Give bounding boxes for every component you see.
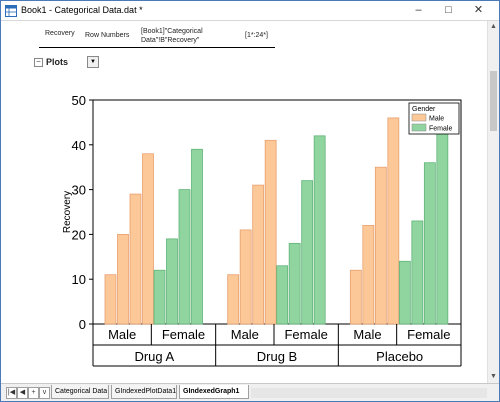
recovery-bar-chart: 0 10 20 30 40 50 Recovery Male Female Drug A Male F… xyxy=(62,93,462,367)
bar-female xyxy=(411,220,424,325)
subgroup-label: Female xyxy=(284,327,327,342)
tab-gindexed-plot-data1[interactable]: GIndexedPlotData1 xyxy=(111,385,177,399)
bar-male xyxy=(362,225,375,325)
bar-female xyxy=(178,189,191,325)
bar-male xyxy=(387,117,400,325)
bar-female xyxy=(398,260,411,325)
plots-section-label: Plots xyxy=(46,57,69,67)
scroll-up-arrow[interactable]: ▲ xyxy=(490,23,497,30)
legend-entry-male: Male xyxy=(429,116,444,123)
legend-entry-female: Female xyxy=(429,126,452,133)
bar-male xyxy=(117,233,129,325)
bar-male xyxy=(142,153,154,325)
bar-female xyxy=(166,238,178,325)
header-source-line2: Data"!B"Recovery" xyxy=(141,37,200,44)
add-sheet-button[interactable]: + xyxy=(28,387,39,399)
vertical-scrollbar[interactable]: ▲ ▼ xyxy=(487,21,499,383)
y-tick-label: 10 xyxy=(72,272,86,287)
sheet-menu-button[interactable]: v xyxy=(39,387,50,399)
minimize-button[interactable]: – xyxy=(415,4,422,16)
scroll-down-arrow[interactable]: ▼ xyxy=(490,373,497,380)
report-header-table: Recovery Row Numbers [Book1]"Categorical… xyxy=(39,21,275,48)
plots-collapse-toggle[interactable]: − xyxy=(34,58,43,67)
prev-sheet-button[interactable]: ◀ xyxy=(17,387,28,399)
maximize-button[interactable]: □ xyxy=(445,4,452,16)
sheet-tab-bar: |◀ ◀ + v Categorical Data GIndexedPlotDa… xyxy=(1,383,499,401)
bar-male xyxy=(104,274,117,325)
y-tick-label: 40 xyxy=(72,138,86,153)
bar-female xyxy=(423,162,436,325)
subgroup-label: Female xyxy=(407,327,450,342)
workbook-icon xyxy=(5,5,17,17)
tab-gindexed-graph1[interactable]: GIndexedGraph1 xyxy=(179,385,249,399)
bar-male xyxy=(227,274,240,325)
bar-female xyxy=(436,122,449,325)
plots-dropdown-button[interactable]: ▼ xyxy=(87,56,99,68)
bar-female xyxy=(191,148,203,325)
bar-male xyxy=(252,184,265,325)
header-range: [1*:24*] xyxy=(245,32,268,39)
report-content: Recovery Row Numbers [Book1]"Categorical… xyxy=(1,21,487,383)
bar-male xyxy=(349,269,362,325)
y-tick-label: 0 xyxy=(79,317,86,332)
group-label: Placebo xyxy=(376,349,423,364)
legend-swatch-male xyxy=(411,113,427,122)
group-label: Drug A xyxy=(134,349,174,364)
subgroup-label: Male xyxy=(231,327,259,342)
legend-swatch-female xyxy=(411,123,427,132)
legend-title: Gender xyxy=(412,106,436,113)
bar-female xyxy=(288,242,301,325)
y-tick-label: 50 xyxy=(72,93,86,108)
window-title: Book1 - Categorical Data.dat * xyxy=(21,5,143,15)
y-tick-label: 30 xyxy=(72,183,86,198)
title-bar: Book1 - Categorical Data.dat * – □ ✕ xyxy=(1,1,499,21)
close-button[interactable]: ✕ xyxy=(473,4,484,16)
bar-male xyxy=(129,193,142,325)
header-row-numbers: Row Numbers xyxy=(85,32,130,39)
header-recovery: Recovery xyxy=(45,30,75,37)
horizontal-scrollbar[interactable] xyxy=(251,388,487,398)
bar-male xyxy=(264,139,277,325)
subgroup-label: Female xyxy=(162,327,205,342)
group-label: Drug B xyxy=(257,349,297,364)
first-sheet-button[interactable]: |◀ xyxy=(6,387,17,399)
bar-female xyxy=(313,135,326,325)
bar-male xyxy=(374,166,387,325)
bar-female xyxy=(276,265,289,325)
scroll-thumb[interactable] xyxy=(490,71,497,131)
y-axis-label: Recovery xyxy=(62,191,73,233)
tab-categorical-data[interactable]: Categorical Data xyxy=(51,385,109,399)
subgroup-label: Male xyxy=(353,327,381,342)
subgroup-label: Male xyxy=(108,327,136,342)
bar-male xyxy=(239,229,252,325)
header-source-line1: [Book1]"Categorical xyxy=(141,28,203,35)
bar-female xyxy=(153,269,166,325)
y-tick-label: 20 xyxy=(72,227,86,242)
bar-female xyxy=(301,180,314,325)
